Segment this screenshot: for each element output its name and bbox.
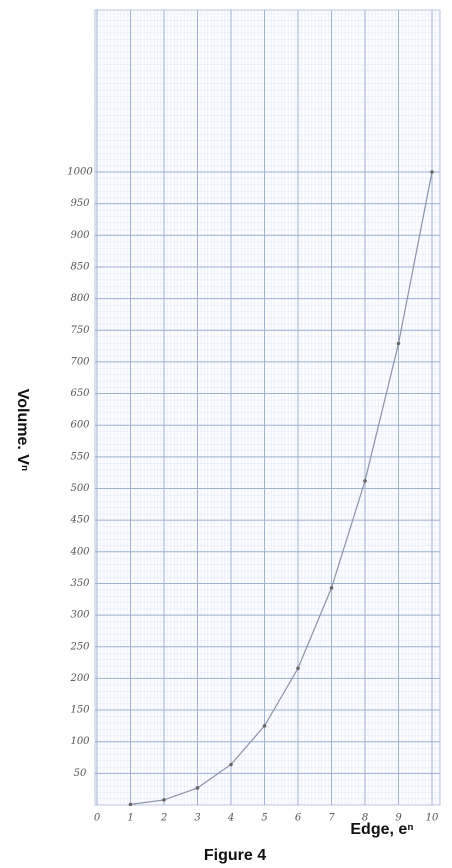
data-point	[196, 786, 200, 790]
y-tick-label: 150	[70, 705, 90, 716]
data-point	[363, 479, 367, 483]
data-point	[430, 170, 434, 174]
y-tick-label: 950	[70, 198, 90, 209]
y-tick-label: 200	[69, 673, 90, 684]
y-tick-label: 400	[69, 546, 90, 557]
y-tick-label: 350	[70, 578, 90, 589]
figure-caption: Figure 4	[204, 847, 266, 864]
x-tick-label: 0	[94, 813, 101, 824]
data-point	[397, 342, 401, 346]
y-tick-label: 300	[70, 610, 90, 621]
chart: Volume. Vⁿ Edge, eⁿ Figure 4 50100150200…	[0, 0, 452, 868]
data-point	[162, 798, 166, 802]
y-tick-label: 750	[70, 325, 90, 336]
x-tick-label: 1	[127, 813, 133, 824]
y-tick-label: 550	[70, 451, 90, 462]
y-tick-label: 600	[70, 420, 90, 431]
data-point	[229, 763, 233, 767]
y-tick-label: 1000	[67, 167, 93, 178]
x-tick-label: 3	[194, 813, 200, 824]
y-tick-label: 50	[74, 768, 87, 779]
y-tick-label: 800	[70, 293, 90, 304]
y-tick-label: 500	[70, 483, 90, 494]
data-point	[129, 803, 133, 807]
minor-grid	[95, 10, 440, 805]
x-tick-label: 6	[295, 813, 302, 824]
x-tick-label: 9	[395, 813, 402, 824]
y-tick-label: 700	[70, 356, 90, 367]
x-tick-label: 2	[160, 813, 167, 824]
y-tick-label: 900	[70, 230, 90, 241]
data-point	[296, 666, 300, 670]
x-tick-label: 10	[426, 813, 439, 824]
x-axis-label: Edge, eⁿ	[350, 821, 413, 838]
y-tick-label: 100	[70, 736, 90, 747]
x-tick-label: 8	[362, 813, 368, 824]
y-tick-label: 650	[70, 388, 90, 399]
y-axis-label: Volume. Vⁿ	[14, 389, 31, 472]
x-tick-label: 4	[227, 813, 234, 824]
y-tick-label: 450	[69, 515, 90, 526]
x-tick-label: 7	[328, 813, 335, 824]
y-tick-label: 250	[69, 641, 90, 652]
data-point	[330, 586, 334, 590]
data-point	[263, 724, 267, 728]
x-tick-label: 5	[261, 813, 267, 824]
y-tick-label: 850	[70, 261, 90, 272]
